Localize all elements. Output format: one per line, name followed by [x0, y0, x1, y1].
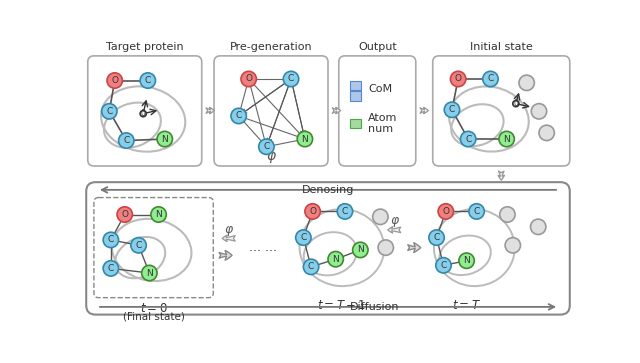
Circle shape [296, 230, 311, 245]
Circle shape [107, 73, 122, 88]
Text: Target protein: Target protein [106, 42, 184, 52]
Circle shape [459, 253, 474, 268]
Circle shape [438, 204, 454, 219]
Text: C: C [263, 142, 269, 151]
Text: φ: φ [225, 223, 233, 236]
Text: C: C [300, 233, 307, 242]
Text: N: N [503, 135, 510, 143]
Circle shape [328, 252, 344, 267]
Circle shape [157, 131, 172, 147]
Text: C: C [433, 233, 440, 242]
Circle shape [513, 101, 519, 107]
Text: C: C [449, 105, 455, 114]
Circle shape [231, 108, 246, 124]
Circle shape [118, 133, 134, 148]
Circle shape [372, 209, 388, 224]
Text: C: C [123, 136, 129, 145]
Text: C: C [474, 207, 480, 216]
Circle shape [500, 207, 515, 222]
Text: Pre-generation: Pre-generation [230, 42, 312, 52]
FancyBboxPatch shape [350, 81, 361, 90]
Circle shape [131, 238, 147, 253]
Text: C: C [106, 107, 113, 116]
Text: C: C [465, 135, 471, 143]
Text: $t=T$: $t=T$ [452, 299, 481, 312]
Circle shape [284, 71, 299, 87]
Text: N: N [357, 245, 364, 254]
Circle shape [103, 232, 118, 248]
Text: O: O [309, 207, 316, 216]
Circle shape [444, 102, 460, 118]
Text: Output: Output [358, 42, 397, 52]
Text: Denosing: Denosing [302, 185, 354, 195]
Text: Diffusion: Diffusion [349, 302, 399, 312]
Text: O: O [111, 76, 118, 85]
Text: $t=0$: $t=0$ [140, 302, 168, 315]
Circle shape [103, 261, 118, 276]
Circle shape [505, 238, 520, 253]
Text: N: N [146, 269, 153, 278]
Text: Atom
num: Atom num [368, 113, 397, 134]
Circle shape [303, 259, 319, 274]
Text: N: N [332, 255, 339, 264]
Text: O: O [121, 210, 128, 219]
Circle shape [140, 111, 147, 117]
Circle shape [451, 71, 466, 87]
Text: φ: φ [390, 214, 398, 227]
Circle shape [539, 125, 554, 140]
Circle shape [305, 204, 320, 219]
Circle shape [117, 207, 132, 222]
Text: 0: 0 [141, 109, 146, 118]
Text: O: O [442, 207, 449, 216]
Text: CoM: CoM [368, 84, 392, 94]
Circle shape [337, 204, 353, 219]
Circle shape [483, 71, 498, 87]
Text: ... ...: ... ... [250, 241, 277, 254]
Text: C: C [108, 236, 114, 244]
Text: C: C [342, 207, 348, 216]
Circle shape [140, 73, 156, 88]
Text: N: N [156, 210, 162, 219]
Text: $t=T-1$: $t=T-1$ [317, 299, 366, 312]
Text: C: C [108, 264, 114, 273]
Circle shape [241, 71, 257, 87]
Circle shape [378, 240, 394, 255]
Text: O: O [245, 74, 252, 83]
Text: (Final state): (Final state) [123, 311, 184, 322]
Circle shape [436, 258, 451, 273]
Text: φ: φ [266, 149, 276, 163]
FancyBboxPatch shape [350, 119, 361, 128]
Text: N: N [463, 256, 470, 265]
Circle shape [297, 131, 312, 147]
Text: N: N [161, 135, 168, 143]
Circle shape [259, 139, 274, 154]
Circle shape [102, 103, 117, 119]
FancyBboxPatch shape [350, 91, 361, 101]
Circle shape [141, 265, 157, 281]
Circle shape [519, 75, 534, 90]
Text: Initial state: Initial state [470, 42, 532, 52]
Text: C: C [487, 74, 493, 83]
Text: C: C [440, 261, 447, 270]
Text: C: C [136, 241, 141, 250]
Circle shape [353, 242, 368, 258]
Text: C: C [236, 111, 242, 121]
Text: C: C [145, 76, 151, 85]
Text: 0: 0 [513, 99, 518, 108]
Circle shape [531, 103, 547, 119]
Circle shape [151, 207, 166, 222]
Circle shape [531, 219, 546, 234]
Circle shape [460, 131, 476, 147]
Text: N: N [301, 135, 308, 143]
Text: C: C [308, 262, 314, 272]
Text: O: O [454, 74, 461, 83]
Text: C: C [288, 74, 294, 83]
Circle shape [469, 204, 484, 219]
Circle shape [499, 131, 515, 147]
Circle shape [429, 230, 444, 245]
